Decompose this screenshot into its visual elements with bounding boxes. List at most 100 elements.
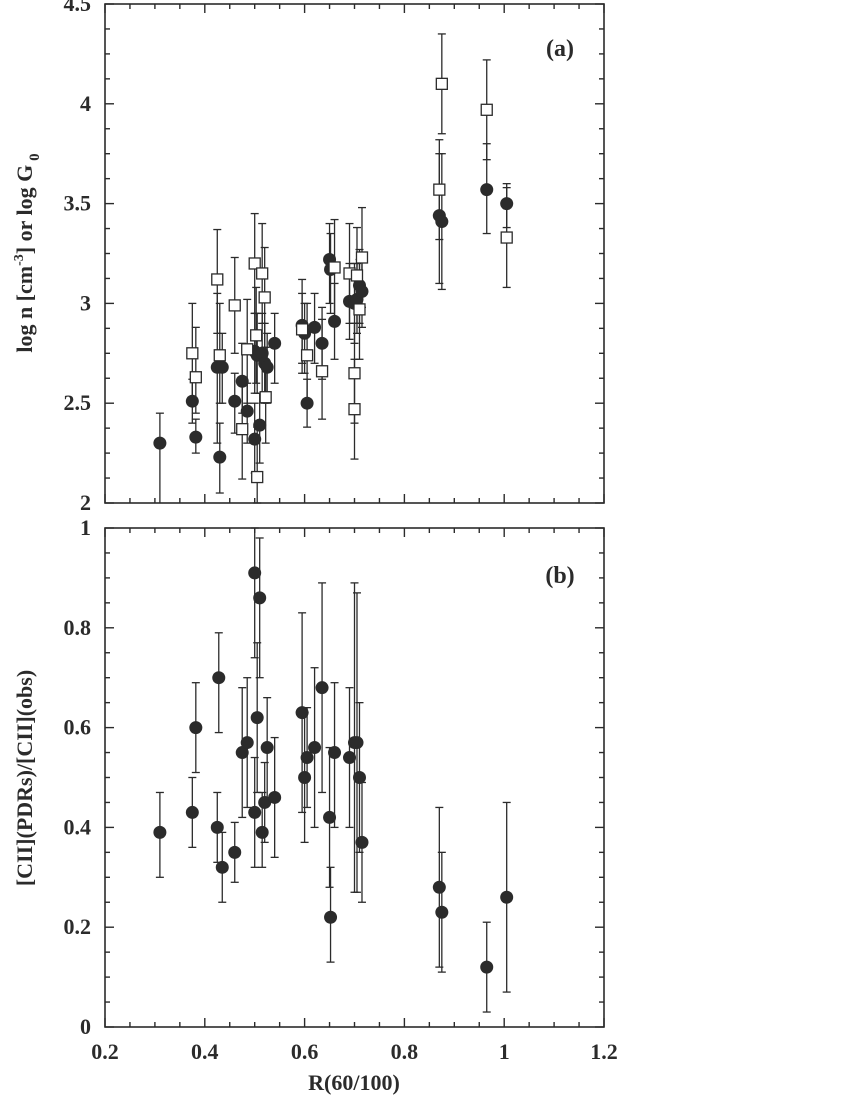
panel-b-x-tick-label: 1.2 — [590, 1039, 618, 1064]
panel-a-filled-circle-point — [215, 360, 229, 374]
panel-b-filled-circle-point — [432, 880, 446, 894]
panel-a-open-square-point — [315, 365, 329, 378]
panel-b-filled-circle-point — [480, 960, 494, 974]
panel-b-y-tick-label: 0.6 — [64, 715, 92, 740]
panel-a-open-square-point — [328, 261, 341, 274]
panel-a-open-square-point — [256, 267, 269, 280]
panel-b-x-tick-label: 0.8 — [391, 1039, 419, 1064]
panel-b-y-tick-label: 0.2 — [64, 914, 92, 939]
panel-a-filled-circle-point — [308, 320, 322, 334]
panel-a-filled-circle-point — [435, 215, 449, 229]
panel-b-filled-circle-point — [315, 681, 329, 695]
panel-b-filled-circle-point — [253, 591, 267, 605]
panel-a-y-tick-label: 4.5 — [64, 0, 92, 16]
panel-a-y-axis-label: log n [cm-3] or log G0 — [12, 153, 43, 352]
panel-a-filled-circle-point — [189, 430, 203, 444]
panel-b-filled-circle-point — [260, 741, 274, 755]
panel-b-filled-circle-point — [248, 805, 262, 819]
panel-a-open-square-point — [350, 269, 364, 282]
panel-a-filled-circle-point — [500, 197, 514, 211]
panel-b-filled-circle-point — [250, 711, 264, 725]
panel-b-filled-circle-point — [258, 795, 272, 809]
panel-a-open-square-point — [500, 231, 513, 244]
panel-a-filled-circle-point — [355, 284, 369, 298]
panel-a-filled-circle-point — [268, 336, 282, 350]
panel-b-y-tick-label: 0.4 — [64, 814, 92, 839]
panel-b-filled-circle-point — [500, 890, 514, 904]
panel-a-open-square-point — [236, 422, 249, 436]
panel-b-filled-circle-point — [324, 910, 338, 924]
panel-a-filled-circle-point — [185, 394, 199, 408]
panel-b: 0.2 0.4 0.6 0.8 1 1.200.20.40.60.81 — [64, 515, 618, 1064]
panel-a-open-square-point — [213, 349, 226, 362]
panel-b-filled-circle-point — [435, 905, 449, 919]
panel-a-filled-circle-point — [315, 336, 329, 350]
panel-b-filled-circle-point — [328, 746, 342, 760]
panel-a-open-square-point — [251, 470, 264, 484]
panel-b-filled-circle-point — [215, 860, 229, 874]
panel-a-filled-circle-point — [255, 346, 269, 360]
panel-b-filled-circle-point — [268, 790, 282, 804]
panel-a-filled-circle-point — [235, 374, 249, 388]
panel-b-filled-circle-point — [210, 820, 224, 834]
panel-a-filled-circle-point — [248, 432, 262, 446]
panel-a-y-tick-label: 2 — [80, 490, 91, 515]
panel-a-filled-circle-point — [240, 404, 254, 418]
panel-a-open-square-point — [480, 103, 493, 116]
panel-b-y-tick-label: 1 — [80, 515, 91, 540]
panel-a-filled-circle-point — [260, 360, 274, 374]
panel-a: 2 2.5 3 3.5 4 4.5 — [64, 0, 605, 515]
panel-a-y-tick-label: 3 — [80, 290, 91, 315]
panel-b-x-tick-label: 1 — [499, 1039, 510, 1064]
panel-b-filled-circle-point — [350, 736, 364, 750]
panel-b-tag: (b) — [545, 563, 574, 589]
panel-b-filled-circle-point — [308, 741, 322, 755]
panel-a-open-square-point — [433, 183, 446, 196]
panel-a-open-square-point — [189, 371, 202, 384]
panel-a-filled-circle-point — [480, 183, 494, 197]
panel-b-x-tick-label: 0.2 — [91, 1039, 119, 1064]
panel-a-open-square-point — [258, 291, 271, 304]
panel-a-open-square-point — [348, 367, 361, 380]
panel-b-filled-circle-point — [189, 721, 203, 735]
panel-a-open-square-point — [300, 349, 314, 362]
panel-b-filled-circle-point — [235, 746, 249, 760]
panel-b-x-tick-label: 0.6 — [291, 1039, 319, 1064]
panel-a-open-square-point — [348, 403, 361, 416]
panel-a-filled-circle-point — [228, 394, 242, 408]
panel-a-open-square-point — [186, 347, 199, 360]
panel-b-y-tick-label: 0 — [80, 1014, 91, 1039]
x-axis-label: R(60/100) — [308, 1070, 400, 1095]
panel-b-filled-circle-point — [352, 771, 366, 784]
panel-a-open-square-point — [248, 257, 261, 270]
panel-a-open-square-point — [295, 323, 309, 336]
panel-b-filled-circle-point — [355, 835, 369, 849]
panel-a-filled-circle-point — [153, 436, 167, 450]
panel-a-open-square-point — [353, 303, 366, 316]
panel-a-open-square-point — [228, 299, 241, 312]
panel-a-tag: (a) — [546, 36, 574, 62]
panel-a-filled-circle-point — [328, 314, 342, 328]
panel-a-open-square-point — [355, 251, 369, 264]
panel-a-filled-circle-point — [213, 450, 227, 464]
panel-b-filled-circle-point — [295, 706, 309, 720]
panel-b-filled-circle-point — [323, 810, 337, 824]
panel-a-y-tick-label: 3.5 — [64, 191, 92, 216]
panel-b-filled-circle-point — [153, 825, 167, 839]
panel-a-open-square-point — [435, 77, 448, 90]
panel-b-filled-circle-point — [248, 566, 262, 580]
panel-b-filled-circle-point — [255, 825, 269, 839]
panel-b-y-axis-label: [CII](PDRs)/[CII](obs) — [12, 670, 37, 886]
panel-b-filled-circle-point — [185, 805, 199, 819]
panel-a-open-square-point — [259, 391, 272, 404]
panel-b-filled-circle-point — [298, 771, 312, 784]
panel-a-y-tick-label: 4 — [80, 91, 91, 116]
panel-a-open-square-point — [241, 343, 254, 356]
panel-b-y-tick-label: 0.8 — [64, 615, 92, 640]
panel-a-open-square-point — [250, 329, 263, 342]
panel-a-filled-circle-point — [253, 418, 267, 432]
panel-b-filled-circle-point — [343, 751, 357, 765]
panel-a-open-square-point — [211, 273, 224, 286]
panel-a-y-tick-label: 2.5 — [64, 390, 92, 415]
